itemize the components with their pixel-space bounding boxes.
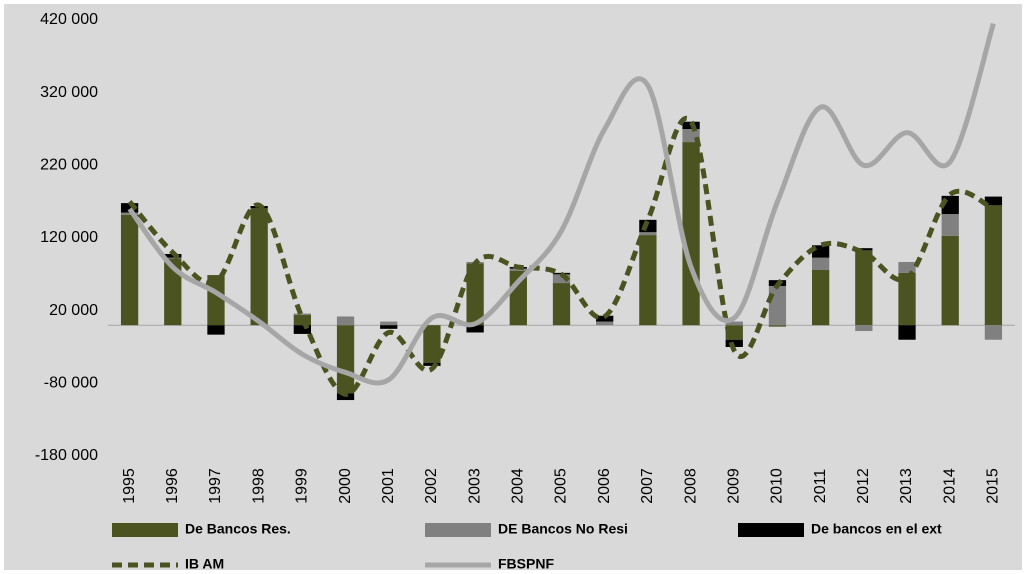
bar [898, 261, 916, 273]
legend-label: De Bancos Res. [185, 521, 291, 537]
bar [423, 362, 441, 366]
line [127, 22, 996, 386]
x-tick-label: 2006 [596, 468, 613, 504]
x-tick-label: 2010 [769, 468, 786, 504]
y-tick-label: -80 000 [44, 375, 98, 392]
legend-label: De bancos en el ext [811, 521, 942, 537]
bar [596, 321, 614, 326]
bar [984, 325, 1003, 340]
x-tick-label: 1999 [294, 468, 311, 504]
y-tick-label: 20 000 [49, 302, 98, 319]
legend-swatch [738, 523, 804, 537]
legend-swatch [425, 523, 491, 537]
x-tick-label: 1995 [121, 468, 138, 504]
legend-label: DE Bancos No Resi [498, 521, 628, 537]
x-tick-label: 2009 [725, 468, 742, 504]
bar [164, 257, 182, 259]
x-tick-label: 2015 [985, 468, 1002, 504]
y-tick-label: -180 000 [35, 447, 98, 464]
x-tick-label: 1996 [164, 468, 181, 504]
x-tick-label: 1998 [250, 468, 267, 504]
bar [552, 274, 571, 284]
bar [725, 339, 743, 347]
bar [639, 232, 657, 236]
bar [164, 258, 182, 326]
bar [336, 325, 355, 394]
x-tick-label: 2002 [423, 468, 440, 504]
x-tick-label: 2004 [510, 468, 527, 504]
y-tick-label: 120 000 [40, 229, 98, 246]
bar [984, 205, 1003, 326]
x-tick-label: 1997 [207, 468, 224, 504]
bar [941, 214, 959, 236]
bar [466, 325, 484, 333]
bar [984, 196, 1003, 206]
bar [812, 257, 830, 270]
bar [812, 269, 830, 326]
x-tick-label: 2001 [380, 468, 397, 504]
x-tick-label: 2007 [639, 468, 656, 504]
bar [855, 248, 873, 251]
bar [639, 235, 657, 326]
x-tick-label: 2011 [812, 469, 829, 504]
x-tick-label: 2005 [553, 468, 570, 504]
x-tick-label: 2014 [941, 468, 958, 504]
legend-swatch [112, 523, 178, 537]
bar [336, 393, 355, 401]
bar [120, 203, 139, 213]
x-tick-label: 2013 [898, 468, 915, 504]
y-tick-label: 420 000 [40, 11, 98, 28]
legend-label: IB AM [185, 556, 224, 572]
bar [466, 263, 484, 326]
bar [250, 208, 268, 326]
bar [380, 321, 398, 326]
x-tick-label: 2008 [682, 468, 699, 504]
bar [725, 321, 743, 326]
bar [293, 325, 311, 334]
bar [552, 283, 571, 326]
bar [293, 313, 311, 316]
bar [682, 142, 700, 326]
bar [898, 272, 916, 326]
bar [898, 325, 916, 340]
bar [380, 325, 398, 329]
bar [336, 316, 355, 326]
bar [596, 315, 614, 322]
line [127, 116, 995, 397]
bar [768, 325, 787, 327]
bar [941, 235, 959, 326]
bar [768, 285, 787, 326]
bar [120, 214, 139, 326]
bar [120, 212, 139, 215]
bar [855, 250, 873, 326]
bar [855, 325, 873, 332]
y-tick-label: 220 000 [40, 157, 98, 174]
legend-label: FBSPNF [498, 556, 554, 572]
bar [207, 325, 225, 335]
y-tick-label: 320 000 [40, 84, 98, 101]
bar [423, 325, 441, 363]
x-tick-label: 2000 [337, 468, 354, 504]
x-tick-label: 2003 [466, 468, 483, 504]
x-tick-label: 2012 [855, 468, 872, 504]
bar [509, 268, 527, 271]
